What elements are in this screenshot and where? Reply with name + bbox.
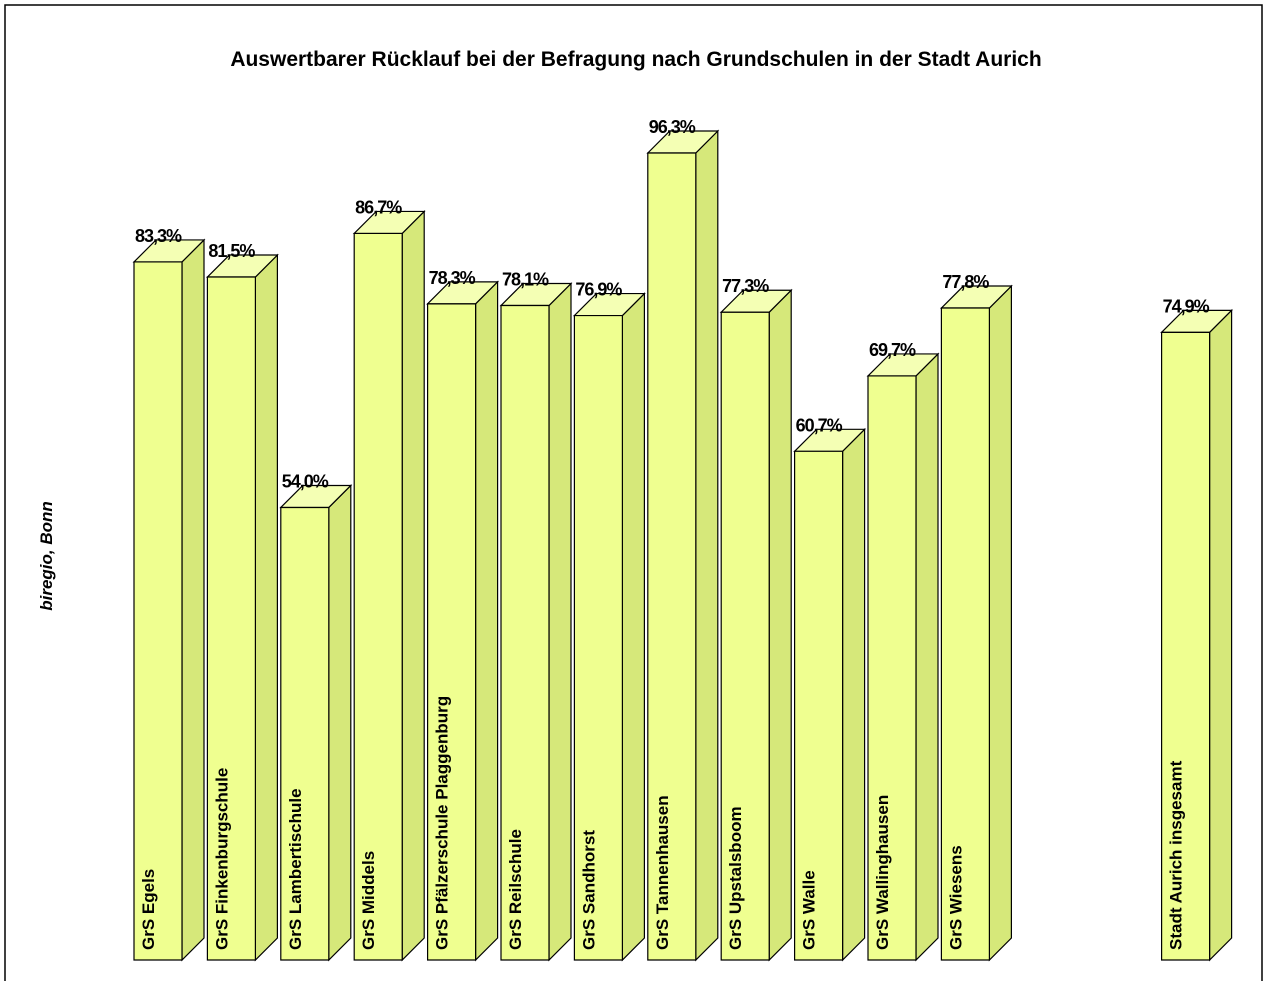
frame (4, 4, 1263, 981)
bar-front (353, 232, 403, 961)
value-label: 76,9% (575, 280, 622, 300)
x-tick-label: GrS Tannenhausen (653, 795, 672, 950)
bar-front (206, 276, 256, 961)
value-label: 74,9% (1163, 296, 1210, 316)
bar-side (475, 280, 499, 962)
bar-side (695, 129, 719, 962)
bar-front (720, 311, 770, 961)
value-label: 54,0% (282, 471, 329, 491)
bar-side (548, 282, 572, 962)
value-label: 96,3% (649, 117, 696, 137)
bar-side (915, 352, 939, 962)
bar (279, 484, 353, 962)
x-tick-label: Stadt Aurich insgesamt (1167, 760, 1186, 950)
bar-side (621, 292, 646, 962)
bar (499, 282, 573, 962)
bar-side (181, 238, 205, 962)
bar-front (573, 314, 624, 961)
x-tick-label: GrS Egels (139, 869, 158, 950)
bar-front (940, 307, 991, 961)
x-tick-label: GrS Wiesens (946, 845, 965, 950)
value-label: 81,5% (208, 241, 255, 261)
bar-front (793, 450, 844, 961)
bar-front (1160, 331, 1211, 961)
value-label: 77,8% (942, 272, 989, 292)
bar-front (280, 506, 330, 961)
value-label: 69,7% (869, 340, 916, 360)
value-label: 83,3% (135, 226, 182, 246)
x-tick-label: GrS Sandhorst (579, 830, 598, 950)
x-tick-label: GrS Middels (359, 851, 378, 950)
bar-side (988, 284, 1013, 962)
x-tick-label: GrS Pfälzerschule Plaggenburg (433, 696, 452, 950)
value-label: 60,7% (796, 415, 843, 435)
x-tick-label: GrS Upstalsboom (726, 806, 745, 950)
bar (572, 292, 646, 962)
bar (646, 129, 720, 962)
x-tick-label: GrS Wallinghausen (873, 795, 892, 950)
bar (793, 427, 867, 962)
value-label: 77,3% (722, 276, 769, 296)
bar (205, 253, 279, 962)
bar-side (401, 210, 425, 962)
bar (939, 284, 1013, 962)
bar-front (867, 375, 917, 961)
bar (866, 352, 940, 962)
bar (1160, 308, 1234, 962)
bar-front (427, 303, 477, 961)
source-note: biregio, Bonn (37, 501, 56, 611)
bar-side (328, 484, 352, 962)
x-tick-label: GrS Lambertischule (286, 788, 305, 950)
value-label: 86,7% (355, 197, 402, 217)
value-label: 78,3% (429, 268, 476, 288)
bar-front (647, 152, 697, 961)
bar-side (768, 288, 792, 962)
bar-front (133, 261, 183, 961)
bar (426, 280, 500, 962)
value-label: 78,1% (502, 270, 549, 290)
x-tick-label: GrS Walle (800, 870, 819, 950)
x-tick-label: GrS Reilschule (506, 829, 525, 950)
bar (719, 288, 793, 962)
bar-side (254, 253, 278, 962)
bar (132, 238, 206, 962)
x-tick-label: GrS Finkenburgschule (212, 768, 231, 950)
chart-title: Auswertbarer Rücklauf bei der Befragung … (230, 48, 1041, 71)
bar-side (1208, 308, 1233, 962)
bar-front (500, 304, 550, 961)
bar (352, 210, 426, 962)
bar-side (841, 427, 866, 962)
